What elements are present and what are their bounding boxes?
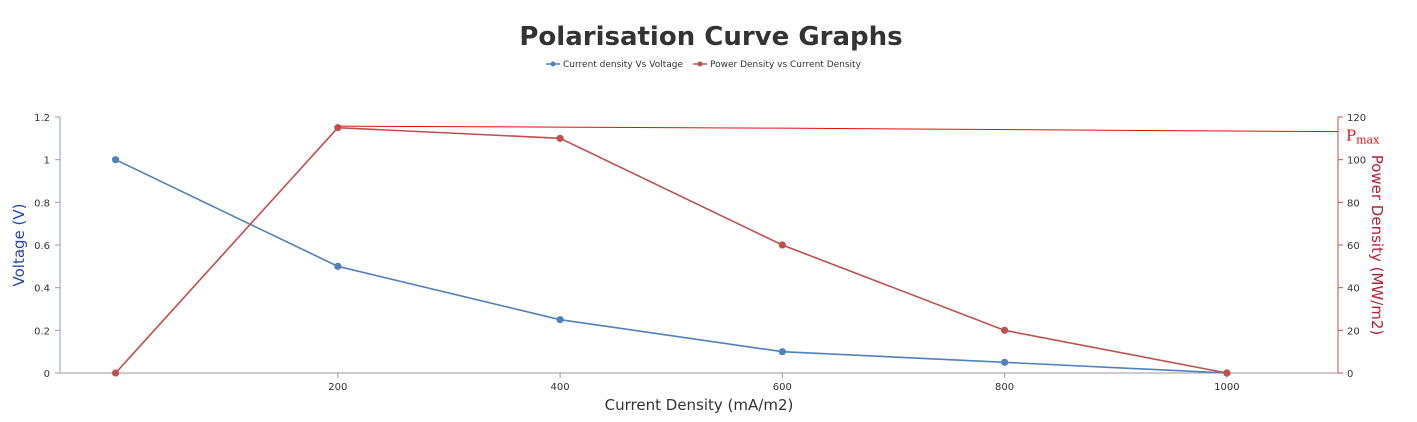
data-point-series-2[interactable] bbox=[556, 134, 564, 142]
x-tick-label: 600 bbox=[773, 382, 792, 393]
x-axis-label: Current Density (mA/m2) bbox=[605, 396, 794, 414]
legend[interactable]: Current density Vs Voltage Power Density … bbox=[546, 60, 862, 70]
data-point-series-1[interactable] bbox=[556, 316, 564, 324]
axes: 0 0.2 0.4 0.6 0.8 1 1.2 0 20 40 60 80 100 120 200 400 60… bbox=[34, 113, 1366, 393]
pmax-label-base: P bbox=[1346, 127, 1356, 145]
legend-swatch-marker bbox=[550, 61, 556, 67]
legend-label: Current density Vs Voltage bbox=[563, 60, 683, 70]
data-point-series-1[interactable] bbox=[778, 348, 786, 356]
chart-title: Polarisation Curve Graphs bbox=[519, 22, 902, 52]
x-tick-label: 400 bbox=[551, 382, 570, 393]
data-point-series-1[interactable] bbox=[334, 262, 342, 270]
y-tick-label-right: 40 bbox=[1347, 284, 1360, 295]
x-tick-label: 800 bbox=[995, 382, 1014, 393]
y-tick-label-right: 60 bbox=[1347, 241, 1360, 252]
data-point-series-2[interactable] bbox=[1001, 326, 1009, 334]
y-axis-label-right: Power Density (MW/m2) bbox=[1368, 155, 1386, 336]
y-tick-label-left: 1.2 bbox=[34, 113, 50, 124]
data-point-series-1[interactable] bbox=[111, 156, 120, 164]
y-tick-label-left: 0.4 bbox=[34, 284, 50, 295]
x-tick-label: 1000 bbox=[1214, 382, 1239, 393]
legend-swatch-marker bbox=[697, 61, 703, 67]
legend-item-2[interactable]: Power Density vs Current Density bbox=[693, 60, 862, 70]
pmax-line bbox=[337, 125, 1339, 133]
y-tick-label-right: 120 bbox=[1347, 113, 1366, 124]
y-tick-label-left: 0.2 bbox=[34, 326, 50, 337]
data-point-series-2[interactable] bbox=[778, 241, 786, 249]
series-line-2 bbox=[114, 126, 1228, 374]
y-tick-label-left: 0 bbox=[44, 369, 50, 380]
y-tick-label-left: 0.6 bbox=[34, 241, 50, 252]
y-tick-label-left: 0.8 bbox=[34, 198, 50, 209]
data-point-series-1[interactable] bbox=[1001, 358, 1009, 366]
data-point-series-2[interactable] bbox=[334, 124, 342, 132]
y-tick-label-left: 1 bbox=[44, 156, 50, 167]
y-tick-label-right: 20 bbox=[1347, 326, 1360, 337]
y-axis-label-left: Voltage (V) bbox=[10, 204, 28, 287]
series-line-1 bbox=[115, 158, 1227, 374]
legend-label: Power Density vs Current Density bbox=[710, 60, 862, 70]
pmax-label: Pmax bbox=[1346, 127, 1380, 147]
annotation-layer: Pmax bbox=[337, 125, 1380, 147]
y-tick-label-right: 80 bbox=[1347, 198, 1360, 209]
data-point-series-2[interactable] bbox=[111, 369, 120, 377]
series-layer bbox=[111, 124, 1231, 377]
data-point-series-2[interactable] bbox=[1223, 369, 1231, 377]
y-tick-label-right: 0 bbox=[1347, 369, 1353, 380]
pmax-label-subscript: max bbox=[1356, 134, 1380, 147]
x-tick-label: 200 bbox=[328, 382, 347, 393]
legend-item-1[interactable]: Current density Vs Voltage bbox=[546, 60, 683, 70]
y-tick-label-right: 100 bbox=[1347, 156, 1366, 167]
